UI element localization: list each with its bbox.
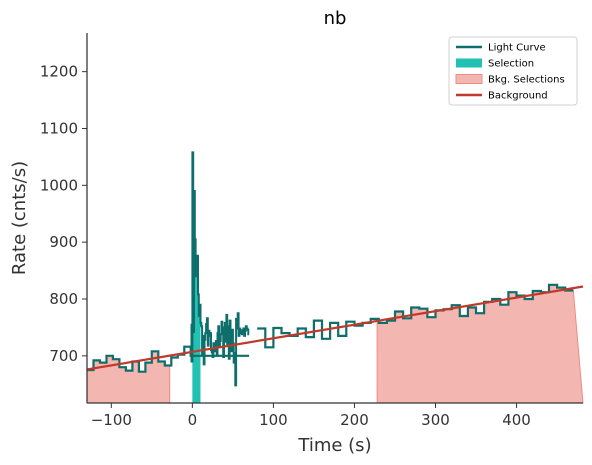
light-curve-burst xyxy=(190,151,250,387)
plot-area xyxy=(86,151,584,404)
y-tick-label: 700 xyxy=(49,347,78,365)
x-tick-label: −100 xyxy=(91,411,132,429)
legend-label: Light Curve xyxy=(488,43,546,54)
y-tick-label: 1000 xyxy=(40,176,78,194)
y-tick-label: 1200 xyxy=(40,63,78,81)
y-axis-label: Rate (cnts/s) xyxy=(9,161,30,275)
legend-label: Bkg. Selections xyxy=(488,75,565,86)
legend-label: Selection xyxy=(488,59,534,70)
light-curve-pre xyxy=(87,345,250,373)
background-line xyxy=(86,285,584,371)
legend-label: Background xyxy=(488,91,548,102)
axis-ticks: −100 0 100 200 300 400 700 800 900 1000 1100 1200 xyxy=(40,63,531,429)
chart-title: nb xyxy=(324,8,347,29)
light-curve-post xyxy=(257,283,574,349)
legend-swatch-patch xyxy=(456,58,482,68)
x-tick-label: 100 xyxy=(259,411,288,429)
x-tick-label: 300 xyxy=(421,411,450,429)
x-tick-label: 200 xyxy=(340,411,369,429)
legend-swatch-patch xyxy=(455,74,483,84)
x-axis-label: Time (s) xyxy=(297,435,371,456)
x-tick-label: 0 xyxy=(188,411,198,429)
bkg-selection-2 xyxy=(376,284,584,404)
y-tick-label: 1100 xyxy=(40,119,78,137)
y-tick-label: 800 xyxy=(49,290,78,308)
legend-box xyxy=(448,36,578,106)
x-tick-label: 400 xyxy=(502,411,531,429)
y-tick-label: 900 xyxy=(49,233,78,251)
legend: Light Curve Selection Bkg. Selections Backg… xyxy=(448,36,578,106)
